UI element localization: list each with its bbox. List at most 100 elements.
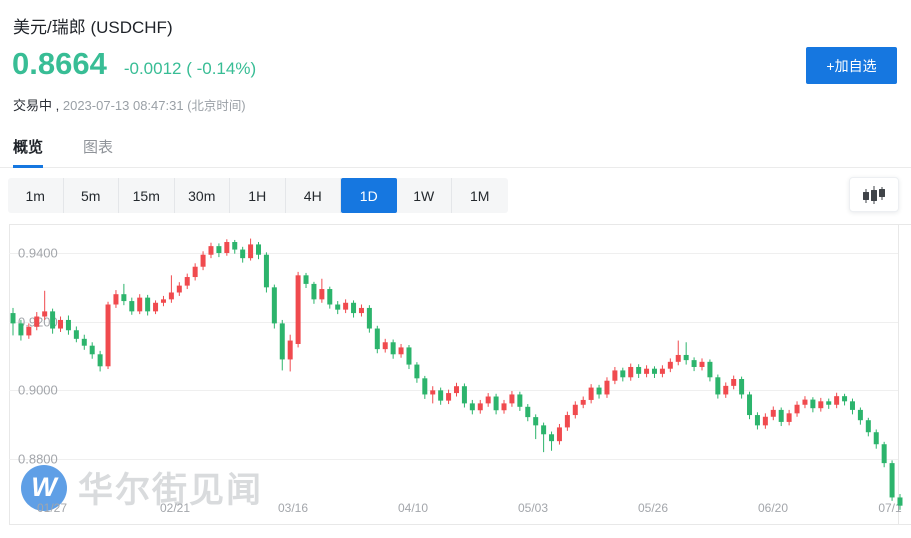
candle-96 <box>770 406 776 421</box>
candle-106 <box>849 398 855 415</box>
candle-59 <box>477 399 483 414</box>
x-axis-label-03/16: 03/16 <box>278 501 308 515</box>
candle-21 <box>176 282 182 296</box>
interval-button-1D[interactable]: 1D <box>341 178 397 213</box>
candle-50 <box>406 345 412 370</box>
candle-10 <box>89 342 95 359</box>
candle-30 <box>248 238 254 261</box>
candle-37 <box>303 272 309 289</box>
candle-0 <box>10 307 16 336</box>
candle-74 <box>596 384 602 399</box>
last-price: 0.8664 <box>12 46 107 81</box>
tab-overview[interactable]: 概览 <box>13 133 44 168</box>
candle-46 <box>374 325 380 354</box>
candle-95 <box>762 413 768 429</box>
interval-button-5m[interactable]: 5m <box>64 178 119 213</box>
candle-60 <box>485 393 491 407</box>
candle-31 <box>256 242 262 260</box>
candle-88 <box>707 359 713 382</box>
candlestick-plot[interactable]: 0.94000.92000.90000.880001/2702/2103/160… <box>0 224 911 538</box>
candle-61 <box>493 393 499 415</box>
candle-78 <box>628 363 634 381</box>
price-change: -0.0012 ( -0.14%) <box>123 59 257 78</box>
interval-button-1M[interactable]: 1M <box>470 187 490 204</box>
candle-28 <box>232 239 238 254</box>
interval-button-30m[interactable]: 30m <box>175 178 230 213</box>
candle-76 <box>612 366 618 385</box>
candle-52 <box>422 375 428 399</box>
candle-2 <box>26 323 32 339</box>
candle-94 <box>754 412 760 430</box>
interval-button-1H[interactable]: 1H <box>230 178 286 213</box>
interval-button-1W[interactable]: 1W <box>397 178 452 213</box>
candle-58 <box>469 399 475 415</box>
candle-4 <box>42 290 48 320</box>
candle-22 <box>184 273 190 290</box>
candle-92 <box>739 376 745 399</box>
candle-45 <box>366 305 372 333</box>
candle-107 <box>857 407 863 425</box>
candle-48 <box>390 339 396 359</box>
candle-72 <box>580 396 586 409</box>
candle-11 <box>97 350 103 372</box>
candle-39 <box>319 278 325 303</box>
candle-27 <box>224 239 230 256</box>
candle-89 <box>715 374 721 399</box>
candle-51 <box>414 362 420 383</box>
candle-70 <box>564 411 570 431</box>
candle-18 <box>153 300 159 315</box>
candle-49 <box>398 343 404 358</box>
wallstreetcn-logo-icon: W <box>21 464 67 511</box>
candle-83 <box>667 358 673 373</box>
candle-80 <box>644 365 650 378</box>
candle-91 <box>731 375 737 390</box>
candle-75 <box>604 377 610 398</box>
candle-9 <box>81 334 87 350</box>
candle-101 <box>810 397 816 413</box>
candle-68 <box>549 431 555 451</box>
candle-7 <box>65 315 71 335</box>
trading-status: 交易中 , 2023-07-13 08:47:31 (北京时间) <box>13 95 246 114</box>
candle-90 <box>723 382 729 398</box>
candle-32 <box>263 252 269 293</box>
candle-13 <box>113 290 119 308</box>
interval-button-4H[interactable]: 4H <box>286 178 341 213</box>
candle-57 <box>461 383 467 408</box>
candle-43 <box>351 300 357 318</box>
candle-71 <box>572 401 578 419</box>
watermark: W 华尔街见闻 <box>21 462 263 513</box>
candle-33 <box>271 284 277 329</box>
candle-20 <box>168 275 174 303</box>
candle-65 <box>525 404 531 422</box>
x-axis-label-05/26: 05/26 <box>638 501 668 515</box>
candle-56 <box>453 382 459 397</box>
y-axis-label-0.9400: 0.9400 <box>18 246 58 261</box>
y-axis-label-0.9000: 0.9000 <box>18 383 58 398</box>
tab-chart[interactable]: 图表 <box>83 139 114 156</box>
candle-8 <box>73 326 79 343</box>
candle-84 <box>675 340 681 366</box>
candle-77 <box>620 367 626 382</box>
quote-timestamp: 2023-07-13 08:47:31 <box>62 98 184 113</box>
candle-105 <box>842 393 848 406</box>
x-axis-label-05/03: 05/03 <box>518 501 548 515</box>
watermark-text: 华尔街见闻 <box>78 471 264 510</box>
x-axis-label-01/27: 01/27 <box>37 501 67 515</box>
interval-button-15m[interactable]: 15m <box>119 178 175 213</box>
candle-79 <box>636 364 642 378</box>
candle-36 <box>295 271 301 348</box>
y-axis-label-0.8800: 0.8800 <box>18 452 58 467</box>
candle-34 <box>279 319 285 371</box>
interval-button-1m[interactable]: 1m <box>8 178 64 213</box>
candle-19 <box>160 295 166 307</box>
candle-14 <box>121 283 127 306</box>
add-watchlist-button[interactable]: +加自选 <box>806 47 897 84</box>
candle-55 <box>446 389 452 405</box>
candle-5 <box>50 308 56 334</box>
candlestick-chart-area[interactable]: W 华尔街见闻 0.94000.92000.90000.880001/2702/… <box>0 224 911 538</box>
timezone-note: (北京时间) <box>187 99 246 113</box>
candle-17 <box>145 294 151 316</box>
candle-35 <box>287 334 293 372</box>
chart-style-button[interactable] <box>849 177 899 212</box>
